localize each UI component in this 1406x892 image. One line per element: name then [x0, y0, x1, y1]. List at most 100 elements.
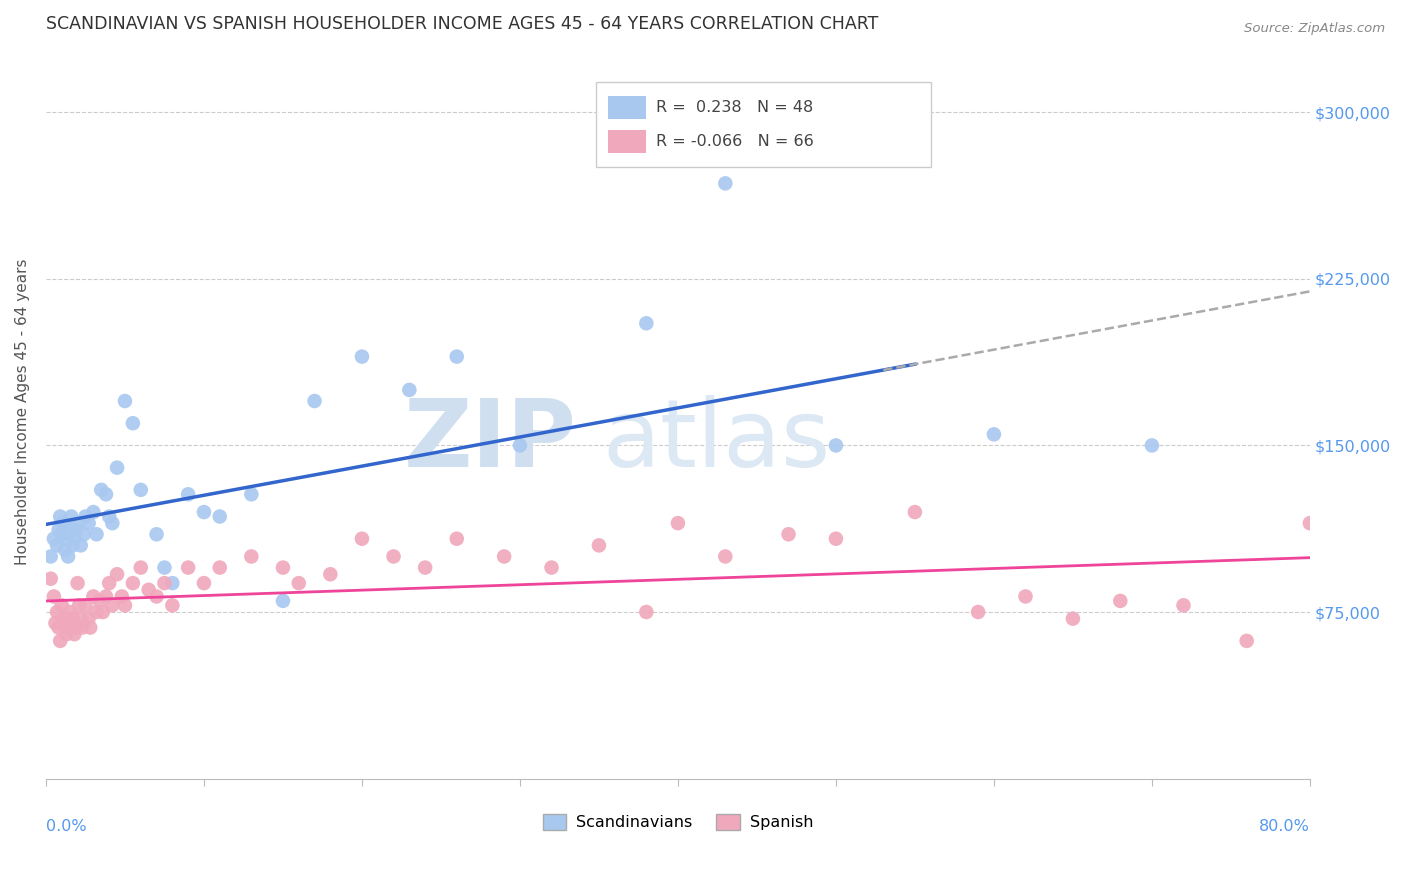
Point [48, 621, 70, 635]
Point [193, 576, 215, 591]
Point [1140, 438, 1163, 452]
Point [208, 560, 231, 574]
Point [825, 438, 848, 452]
Point [62, 612, 84, 626]
Point [44, 616, 66, 631]
Point [983, 427, 1005, 442]
Text: R =  0.238   N = 48: R = 0.238 N = 48 [657, 100, 814, 115]
Point [55, 627, 77, 641]
Point [86, 527, 108, 541]
Point [52, 516, 75, 531]
Point [67, 599, 90, 613]
Point [75, 509, 97, 524]
Point [94, 590, 117, 604]
Point [413, 560, 436, 574]
Point [39, 572, 62, 586]
Point [350, 350, 373, 364]
Point [46, 538, 69, 552]
Point [86, 605, 108, 619]
Point [90, 483, 112, 497]
Point [89, 594, 111, 608]
Point [714, 177, 737, 191]
Point [967, 605, 990, 619]
Point [287, 576, 309, 591]
Point [121, 576, 143, 591]
Point [91, 605, 114, 619]
Point [56, 549, 79, 564]
Point [904, 505, 927, 519]
Point [240, 487, 263, 501]
Text: atlas: atlas [602, 395, 831, 487]
Point [56, 612, 79, 626]
Point [636, 605, 658, 619]
Point [145, 590, 167, 604]
Point [82, 590, 104, 604]
Point [271, 560, 294, 574]
FancyBboxPatch shape [609, 130, 647, 153]
FancyBboxPatch shape [609, 95, 647, 119]
Point [825, 532, 848, 546]
Point [48, 523, 70, 537]
Point [153, 576, 176, 591]
Point [540, 560, 562, 574]
Point [60, 509, 83, 524]
Point [1173, 599, 1195, 613]
Point [588, 538, 610, 552]
Point [53, 621, 76, 635]
Point [66, 516, 89, 531]
Point [65, 621, 87, 635]
Point [69, 538, 91, 552]
Point [66, 576, 89, 591]
Point [1236, 633, 1258, 648]
Point [145, 527, 167, 541]
Point [98, 576, 121, 591]
Point [94, 487, 117, 501]
Point [63, 627, 86, 641]
Point [82, 505, 104, 519]
Point [446, 350, 468, 364]
Point [49, 509, 72, 524]
Point [114, 394, 136, 409]
Point [72, 621, 94, 635]
Text: SCANDINAVIAN VS SPANISH HOUSEHOLDER INCOME AGES 45 - 64 YEARS CORRELATION CHART: SCANDINAVIAN VS SPANISH HOUSEHOLDER INCO… [46, 15, 879, 33]
Point [51, 599, 73, 613]
Point [73, 527, 96, 541]
Point [162, 599, 184, 613]
Point [304, 394, 326, 409]
Y-axis label: Householder Income Ages 45 - 64 years: Householder Income Ages 45 - 64 years [15, 259, 30, 566]
Point [1299, 516, 1322, 531]
Point [240, 549, 263, 564]
Point [121, 416, 143, 430]
Point [162, 576, 184, 591]
Point [778, 527, 800, 541]
Point [509, 438, 531, 452]
Point [42, 532, 65, 546]
Point [59, 523, 82, 537]
Point [53, 542, 76, 557]
Point [114, 599, 136, 613]
Point [1062, 612, 1084, 626]
Point [49, 633, 72, 648]
Point [65, 523, 87, 537]
Point [208, 509, 231, 524]
Point [129, 560, 152, 574]
Point [46, 605, 69, 619]
Text: R = -0.066   N = 66: R = -0.066 N = 66 [657, 134, 814, 149]
Point [177, 560, 200, 574]
Point [350, 532, 373, 546]
Point [105, 567, 128, 582]
Point [77, 516, 100, 531]
Text: ZIP: ZIP [404, 395, 576, 487]
Point [714, 549, 737, 564]
Point [75, 599, 97, 613]
Point [79, 621, 101, 635]
Point [55, 532, 77, 546]
Point [52, 612, 75, 626]
Point [77, 612, 100, 626]
Point [636, 316, 658, 330]
Point [51, 527, 73, 541]
Point [63, 532, 86, 546]
Point [193, 505, 215, 519]
Point [39, 549, 62, 564]
Point [98, 509, 121, 524]
